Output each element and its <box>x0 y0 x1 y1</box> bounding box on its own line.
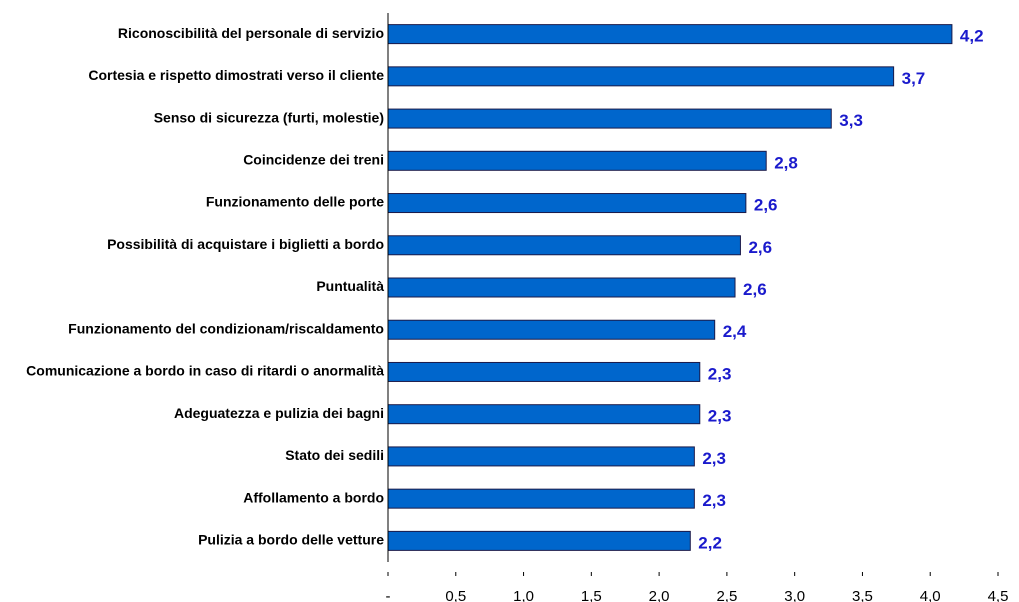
value-label: 2,2 <box>698 533 722 552</box>
value-label: 2,6 <box>743 280 767 299</box>
x-tick-label: 0,5 <box>445 588 466 602</box>
category-label: Comunicazione a bordo in caso di ritardi… <box>26 363 384 379</box>
bar <box>387 530 691 551</box>
category-label: Possibilità di acquistare i biglietti a … <box>107 236 384 252</box>
value-label: 2,6 <box>754 196 778 215</box>
category-label: Funzionamento delle porte <box>206 194 384 210</box>
x-tick-label: - <box>386 588 391 602</box>
category-label: Pulizia a bordo delle vetture <box>198 532 384 548</box>
category-label: Puntualità <box>316 278 384 294</box>
value-label: 3,7 <box>902 69 926 88</box>
value-label: 2,3 <box>708 364 732 383</box>
bar <box>387 193 747 214</box>
category-label: Coincidenze dei treni <box>243 152 384 168</box>
bar <box>387 66 895 87</box>
x-tick-label: 2,0 <box>649 588 670 602</box>
x-tick-label: 4,0 <box>920 588 941 602</box>
bar <box>387 277 736 298</box>
bar <box>387 404 701 425</box>
value-label: 2,4 <box>723 322 747 341</box>
category-label: Affollamento a bordo <box>243 489 384 505</box>
category-label: Funzionamento del condizionam/riscaldame… <box>68 320 384 336</box>
value-label: 2,8 <box>774 153 798 172</box>
x-tick-label: 3,5 <box>852 588 873 602</box>
x-tick-label: 2,5 <box>716 588 737 602</box>
bar <box>387 108 832 129</box>
x-tick-label: 4,5 <box>988 588 1009 602</box>
value-label: 2,3 <box>702 491 726 510</box>
value-label: 2,3 <box>702 449 726 468</box>
category-label: Senso di sicurezza (furti, molestie) <box>154 109 384 125</box>
value-label: 4,2 <box>960 27 984 46</box>
bar <box>387 488 695 509</box>
bar <box>387 446 695 467</box>
value-label: 3,3 <box>839 111 863 130</box>
bar <box>387 319 716 340</box>
bar <box>387 361 701 382</box>
category-label: Riconoscibilità del personale di servizi… <box>118 25 384 41</box>
value-label: 2,3 <box>708 407 732 426</box>
x-tick-label: 1,5 <box>581 588 602 602</box>
x-tick-label: 3,0 <box>784 588 805 602</box>
category-label: Adeguatezza e pulizia dei bagni <box>174 405 384 421</box>
value-label: 2,6 <box>748 238 772 257</box>
bar <box>387 150 767 171</box>
bar <box>387 235 741 256</box>
category-label: Cortesia e rispetto dimostrati verso il … <box>88 67 384 83</box>
x-tick-label: 1,0 <box>513 588 534 602</box>
category-label: Stato dei sedili <box>285 447 384 463</box>
bar <box>387 24 953 45</box>
